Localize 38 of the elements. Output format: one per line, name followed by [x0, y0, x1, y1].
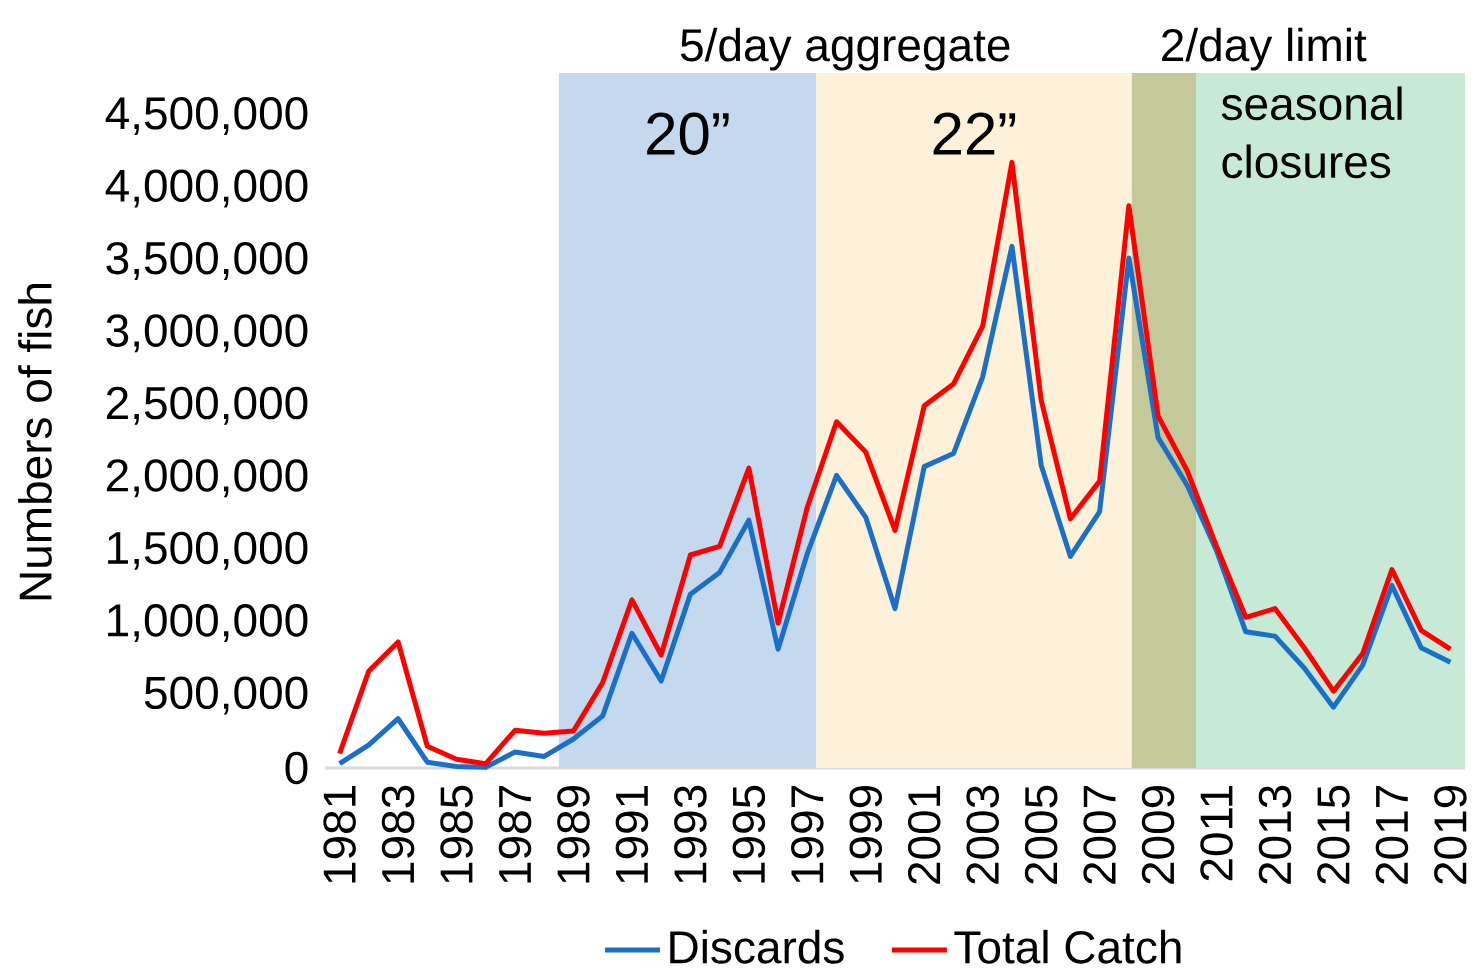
y-tick-label: 2,000,000	[106, 459, 308, 498]
y-tick-label: 2,500,000	[106, 386, 308, 425]
y-tick-label: 4,000,000	[105, 169, 308, 208]
x-tick-label: 1983	[381, 785, 415, 883]
y-tick-label: 500,000	[144, 676, 308, 715]
x-tick-label: 2001	[907, 785, 941, 884]
x-tick-label: 1997	[791, 786, 824, 883]
x-tick-label: 1989	[557, 785, 590, 883]
x-tick-label: 1981	[323, 785, 356, 883]
y-tick-label: 3,500,000	[106, 241, 308, 280]
y-tick-label: 3,000,000	[106, 314, 308, 353]
x-tick-label: 1987	[498, 786, 532, 883]
band-label: 20”	[647, 112, 729, 155]
y-tick-label: 1,500,000	[108, 531, 308, 570]
y-tick-label: 4,500,000	[105, 96, 308, 135]
band-label: 22”	[933, 112, 1016, 155]
x-tick-label: 2007	[1083, 786, 1116, 884]
x-tick-label: 2013	[1258, 785, 1292, 884]
y-axis-title: Numbers of fish	[18, 283, 52, 600]
y-tick-label: 1,000,000	[108, 604, 308, 643]
x-tick-label: 1999	[849, 785, 883, 883]
x-tick-label: 1993	[674, 785, 707, 883]
y-tick-label: 0	[285, 751, 308, 785]
x-tick-label: 1991	[615, 785, 649, 883]
x-tick-label: 2005	[1024, 785, 1058, 884]
x-tick-label: 1985	[440, 785, 473, 883]
legend-label: Total Catch	[954, 929, 1181, 964]
x-tick-label: 2009	[1141, 785, 1175, 884]
x-tick-label: 2019	[1434, 785, 1467, 884]
x-tick-label: 1995	[732, 785, 766, 883]
x-tick-label: 2017	[1375, 786, 1409, 884]
x-tick-label: 2011	[1200, 785, 1233, 881]
band-label: seasonal closures	[1221, 86, 1402, 179]
band-label: 2/day limit	[1162, 27, 1367, 71]
x-tick-label: 2003	[966, 785, 999, 884]
legend-label: Discards	[670, 929, 844, 964]
text: 5/day aggregate	[680, 27, 1010, 71]
x-tick-label: 2015	[1317, 785, 1350, 884]
